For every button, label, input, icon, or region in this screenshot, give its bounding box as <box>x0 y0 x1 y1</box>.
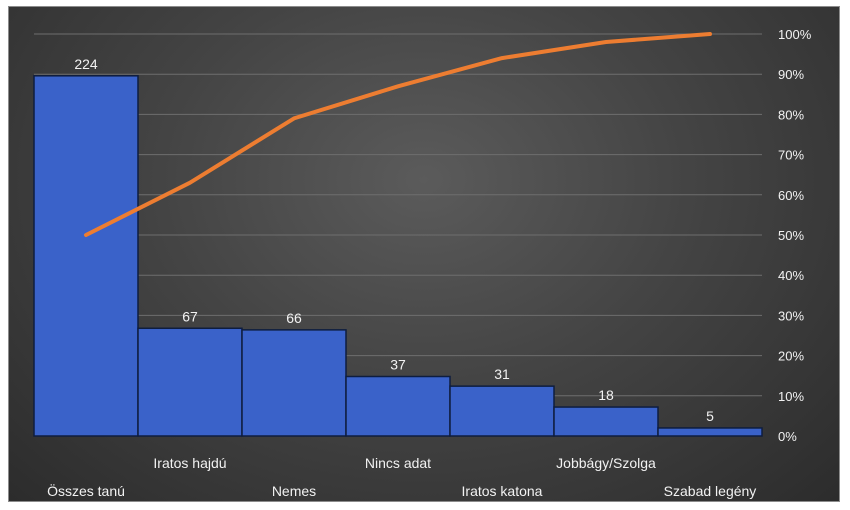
y2-tick-label: 40% <box>778 268 804 283</box>
bar-value-label: 18 <box>598 387 614 403</box>
y2-tick-label: 30% <box>778 308 804 323</box>
category-label: Nemes <box>272 483 316 499</box>
y2-tick-label: 0% <box>778 429 797 444</box>
cumulative-percent-line <box>84 32 712 237</box>
category-label: Iratos hajdú <box>153 455 226 471</box>
category-label: Nincs adat <box>365 455 431 471</box>
bars <box>33 75 763 437</box>
y2-tick-label: 60% <box>778 188 804 203</box>
bar-value-label: 224 <box>74 56 98 72</box>
bar-value-label: 31 <box>494 366 510 382</box>
y2-tick-label: 50% <box>778 228 804 243</box>
category-label: Összes tanú <box>47 482 125 499</box>
y2-tick-label: 80% <box>778 107 804 122</box>
bar-value-label: 66 <box>286 310 302 326</box>
y2-tick-label: 70% <box>778 148 804 163</box>
cumulative-line-layer <box>84 32 712 237</box>
category-label: Jobbágy/Szolga <box>556 455 656 471</box>
bar <box>241 329 347 437</box>
bar <box>345 375 451 437</box>
y2-tick-label: 90% <box>778 67 804 82</box>
bar-value-label: 5 <box>706 408 714 424</box>
category-label: Iratos katona <box>462 483 543 499</box>
labels: 0% 10% 20% 30% 40% 50% 60% 70% 80% 90% 100% 224 67 66… <box>47 27 812 499</box>
y2-tick-label: 10% <box>778 389 804 404</box>
bar-value-label: 67 <box>182 308 198 324</box>
bar-value-label: 37 <box>390 357 406 373</box>
bar <box>553 406 659 437</box>
bar <box>33 75 139 437</box>
y2-tick-label: 20% <box>778 349 804 364</box>
bar <box>449 385 555 437</box>
bar <box>137 327 243 437</box>
y2-tick-label: 100% <box>778 27 812 42</box>
bar <box>657 427 763 437</box>
category-label: Szabad legény <box>664 483 757 499</box>
